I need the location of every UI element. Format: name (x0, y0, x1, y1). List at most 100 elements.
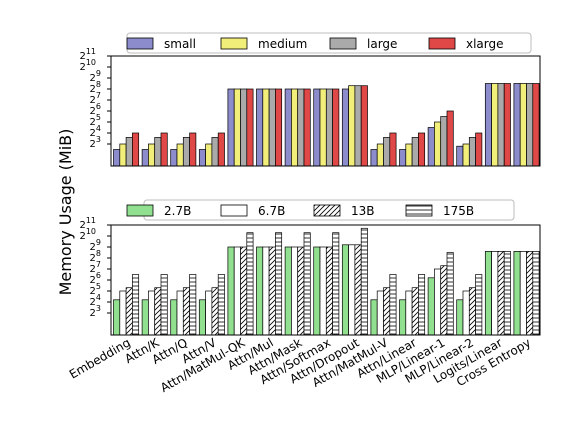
legend-label-small: small (164, 37, 196, 51)
y-tick-label: 211 (79, 47, 96, 62)
bar-13B-Attn/K (154, 287, 162, 336)
bar-2.7B-Attn/Mul (256, 246, 264, 336)
y-tick-label: 28 (90, 249, 101, 264)
bar-2.7B-Attn/Softmax (313, 246, 321, 336)
bar-large-Cross Entropy (526, 83, 534, 167)
bar-xlarge-Attn/Linear (418, 132, 426, 167)
bar-175B-Attn/Q (189, 274, 197, 336)
bar-175B-Attn/Dropout (360, 227, 368, 336)
legend-label-13B: 13B (351, 204, 375, 218)
bar-medium-Attn/Mask (291, 88, 299, 167)
y-tick-label: 27 (90, 260, 101, 275)
legend-swatch-large (329, 37, 357, 50)
bar-2.7B-Cross Entropy (513, 251, 521, 336)
bar-medium-MLP/Linear-1 (434, 121, 442, 167)
bar-medium-Attn/Softmax (319, 88, 327, 167)
bar-13B-Attn/MatMul-V (383, 287, 391, 336)
bar-large-Attn/Softmax (325, 88, 333, 167)
bar-2.7B-Embedding (113, 299, 121, 336)
legend-swatch-xlarge (428, 37, 456, 50)
bar-175B-MLP/Linear-1 (446, 252, 454, 336)
legend-label-large: large (367, 37, 397, 51)
bar-175B-Attn/MatMul-V (389, 274, 397, 336)
y-tick-label: 26 (90, 271, 101, 286)
bars (113, 227, 540, 336)
bar-2.7B-Attn/K (141, 299, 149, 336)
legend-label-medium: medium (258, 37, 307, 51)
bar-175B-Embedding (132, 274, 140, 336)
y-tick-label: 28 (90, 80, 101, 95)
legend-swatch-medium (220, 37, 248, 50)
bar-2.7B-Logits/Linear (484, 251, 492, 336)
bar-2.7B-Attn/Linear (399, 299, 407, 336)
bar-xlarge-Logits/Linear (503, 83, 511, 167)
bar-2.7B-Attn/MatMul-QK (227, 246, 235, 336)
bar-2.7B-Attn/Q (170, 299, 178, 336)
bar-175B-Logits/Linear (503, 251, 511, 336)
bar-large-Attn/MatMul-QK (240, 88, 248, 167)
bar-medium-Attn/MatMul-QK (233, 88, 241, 167)
bar-large-MLP/Linear-2 (468, 137, 476, 167)
bar-13B-Attn/Softmax (325, 246, 333, 336)
bar-xlarge-MLP/Linear-1 (446, 110, 454, 167)
bar-large-Embedding (125, 137, 133, 167)
bar-medium-Attn/Q (176, 143, 184, 167)
bar-small-Attn/Mask (284, 88, 292, 167)
y-tick-label: 29 (90, 238, 101, 253)
bar-175B-Attn/Mask (303, 232, 311, 336)
bar-medium-MLP/Linear-2 (462, 143, 470, 167)
bar-13B-Embedding (125, 287, 133, 336)
bar-small-Cross Entropy (513, 83, 521, 167)
bar-13B-Attn/MatMul-QK (240, 246, 248, 336)
y-axis-label: Memory Usage (MiB) (56, 129, 75, 296)
bar-6.7B-Attn/Q (176, 290, 184, 336)
bar-13B-Attn/Dropout (354, 244, 362, 336)
bar-2.7B-Attn/MatMul-V (370, 299, 378, 336)
bar-6.7B-Logits/Linear (491, 251, 499, 336)
bar-medium-Attn/MatMul-V (376, 143, 384, 167)
x-tick-labels: EmbeddingAttn/KAttn/QAttn/VAttn/MatMul-Q… (67, 335, 533, 395)
y-tick-label: 27 (90, 91, 101, 106)
legend: small medium large xlarge (126, 32, 532, 54)
bar-6.7B-Attn/MatMul-V (376, 290, 384, 336)
bar-small-Logits/Linear (484, 83, 492, 167)
bar-small-Attn/K (141, 149, 149, 167)
bar-6.7B-Attn/Mask (291, 246, 299, 336)
bar-large-Logits/Linear (497, 83, 505, 167)
bar-175B-Attn/K (160, 274, 168, 336)
y-tick-label: 24 (90, 124, 101, 139)
bar-xlarge-Attn/V (217, 132, 225, 167)
bar-xlarge-Attn/Q (189, 132, 197, 167)
bar-6.7B-Attn/MatMul-QK (233, 246, 241, 336)
bar-13B-MLP/Linear-1 (440, 265, 448, 336)
bar-175B-Attn/MatMul-QK (246, 232, 254, 336)
y-tick-label: 24 (90, 293, 101, 308)
bar-6.7B-MLP/Linear-2 (462, 290, 470, 336)
bar-13B-Logits/Linear (497, 251, 505, 336)
bar-medium-Attn/V (205, 143, 213, 167)
bar-small-Attn/Mul (256, 88, 264, 167)
legend-label-2.7B: 2.7B (164, 204, 191, 218)
bar-2.7B-Attn/Mask (284, 246, 292, 336)
bar-large-Attn/K (154, 137, 162, 167)
bar-xlarge-Attn/Mul (275, 88, 283, 167)
y-tick-label: 25 (90, 113, 101, 128)
bar-medium-Attn/Mul (262, 88, 270, 167)
legend-swatch-2.7B (126, 204, 154, 217)
y-tick-label: 23 (90, 304, 101, 319)
bar-13B-Attn/Mask (297, 246, 305, 336)
bar-small-Attn/Q (170, 149, 178, 167)
bar-large-Attn/Dropout (354, 85, 362, 167)
bar-xlarge-Embedding (132, 132, 140, 167)
y-tick-label: 23 (90, 135, 101, 150)
bar-2.7B-Attn/V (198, 299, 206, 336)
legend-label-175B: 175B (443, 204, 474, 218)
legend-swatch-175B (405, 204, 433, 217)
bar-xlarge-Attn/MatMul-V (389, 132, 397, 167)
bar-small-Attn/Linear (399, 149, 407, 167)
bar-13B-Cross Entropy (526, 251, 534, 336)
bar-xlarge-Cross Entropy (532, 83, 540, 167)
legend: 2.7B 6.7B 13B 175B (126, 199, 515, 221)
